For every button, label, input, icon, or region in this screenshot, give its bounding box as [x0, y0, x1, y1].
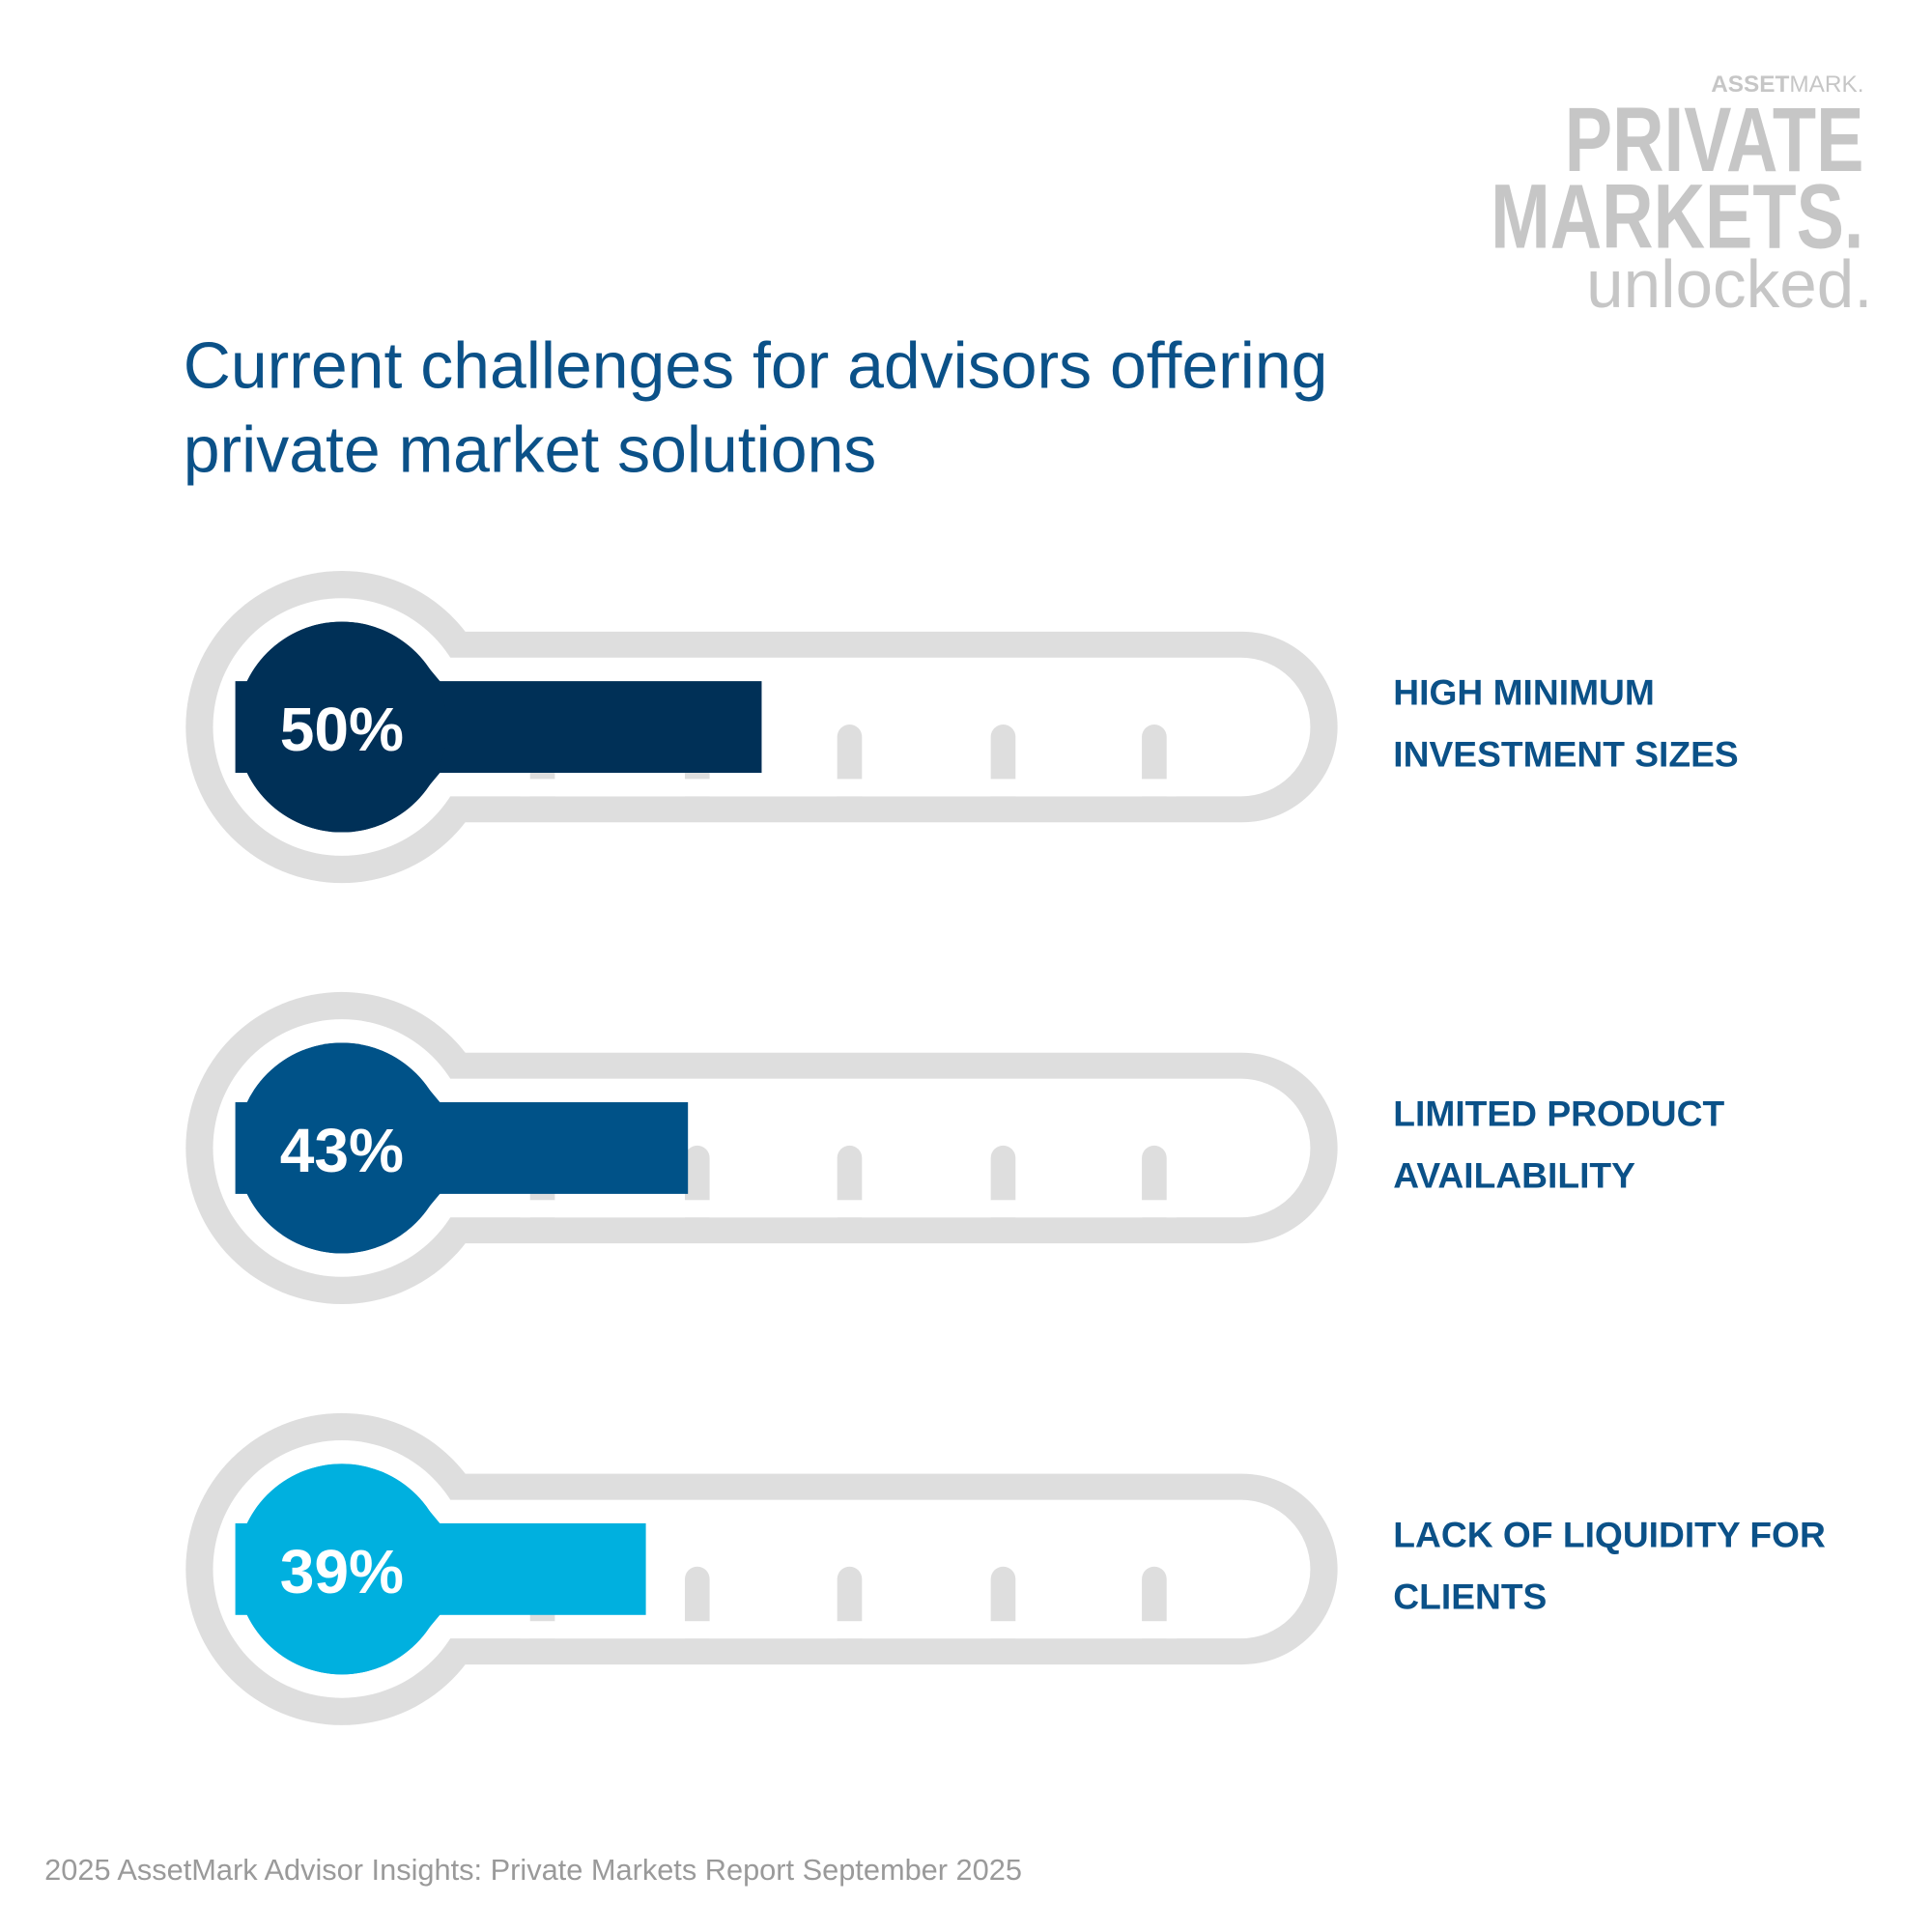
category-box: LACK OF LIQUIDITY FOR CLIENTS — [1393, 1516, 1826, 1618]
bulb-fill — [236, 1042, 447, 1254]
category-label: LIMITED PRODUCT AVAILABILITY — [1393, 1094, 1725, 1197]
logo-brand-regular: MARK. — [1789, 71, 1863, 98]
footer: 2025 AssetMark Advisor Insights: Private… — [44, 1853, 1022, 1887]
bulb-fill — [236, 621, 447, 833]
tick-base — [520, 1621, 1177, 1639]
category-box: HIGH MINIMUM INVESTMENT SIZES — [1393, 673, 1739, 776]
logo-line: MARKETS. — [1491, 166, 1863, 269]
tick-base — [520, 1200, 1177, 1218]
value-label: 39% — [280, 1537, 404, 1606]
tick-base — [520, 779, 1177, 797]
category-label: LACK OF LIQUIDITY FOR CLIENTS — [1393, 1516, 1826, 1618]
logo-brand-bold: ASSET — [1711, 71, 1789, 98]
value-label: 43% — [280, 1116, 404, 1185]
category-box: LIMITED PRODUCT AVAILABILITY — [1393, 1094, 1725, 1197]
logo-line: PRIVATE — [1565, 89, 1864, 191]
bulb-fill — [236, 1463, 447, 1675]
value-label: 50% — [280, 695, 404, 764]
chart-title: Current challenges for advisors offering… — [183, 329, 1328, 487]
title-box: Current challenges for advisors offering… — [183, 329, 1328, 487]
logo-brand: ASSETMARK. — [1711, 71, 1863, 98]
logo-line: unlocked. — [1586, 246, 1872, 322]
category-label: HIGH MINIMUM INVESTMENT SIZES — [1393, 673, 1739, 776]
